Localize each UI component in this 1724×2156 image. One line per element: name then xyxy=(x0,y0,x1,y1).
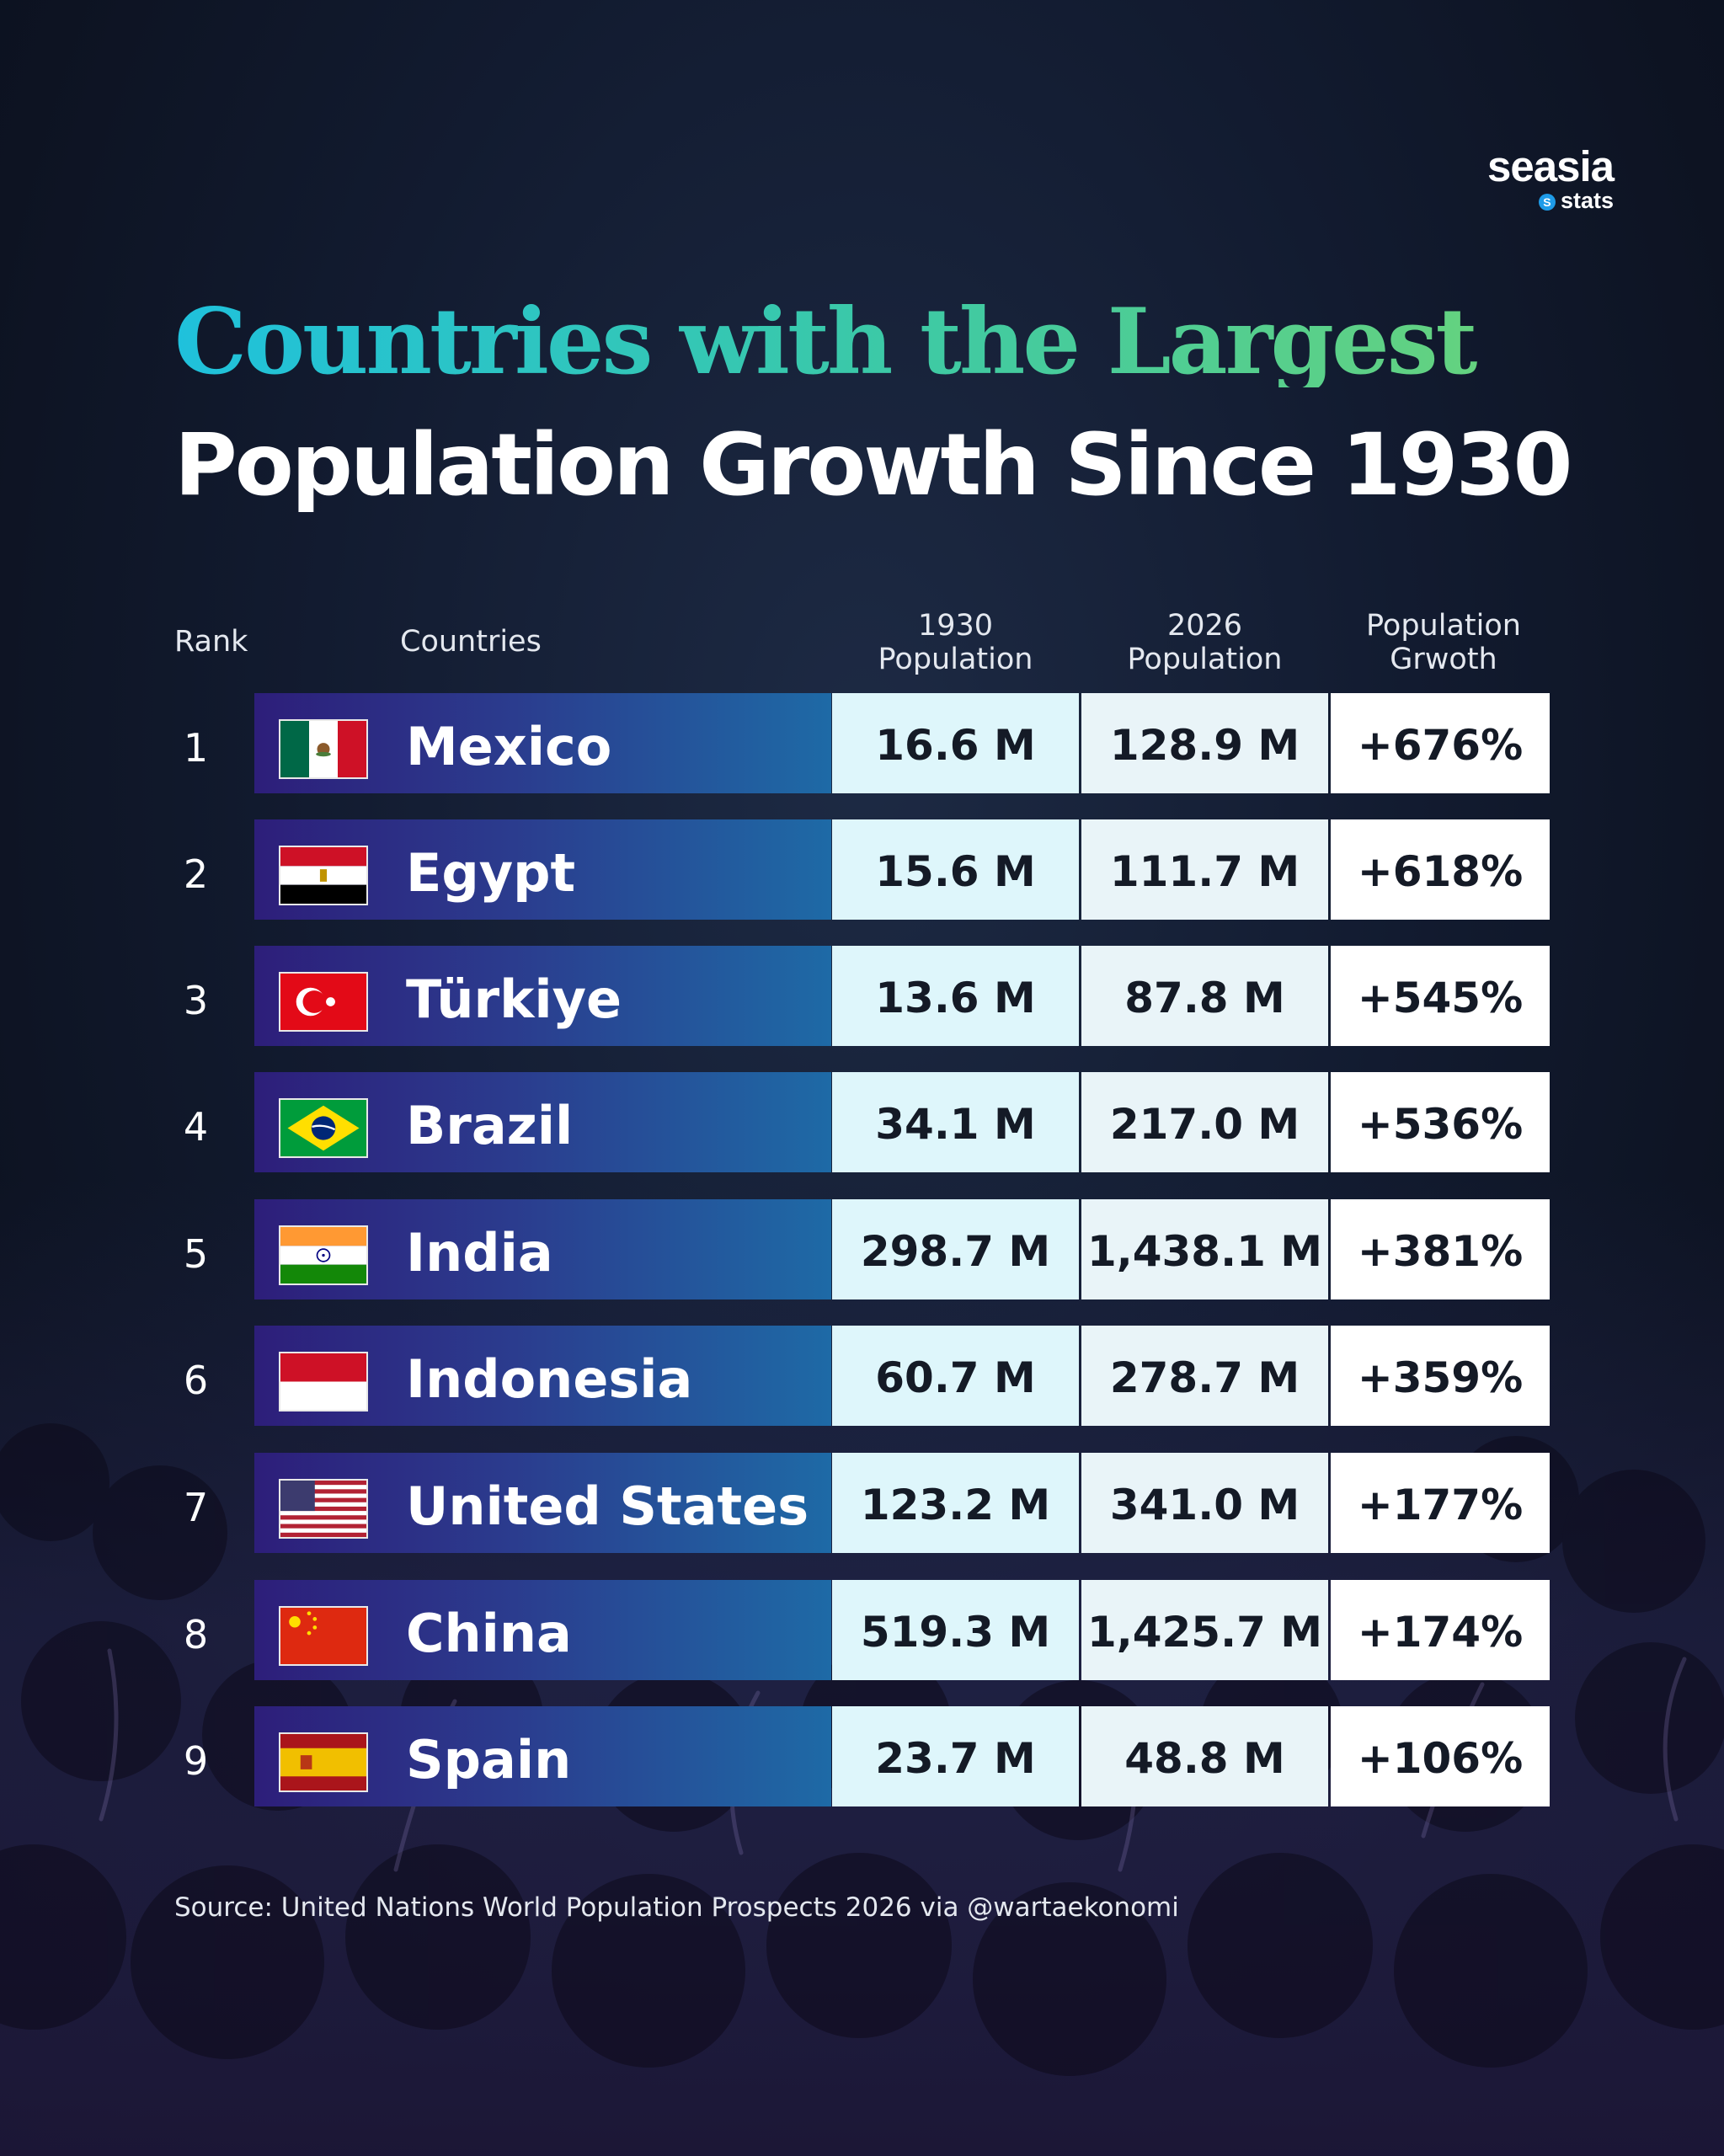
population-2026-cell: 87.8 M xyxy=(1081,946,1328,1046)
turkiye-flag-icon xyxy=(279,972,368,1032)
header-growth-line-1: Population xyxy=(1366,609,1521,643)
table-row: 2 Egypt 15.6 M 111.7 M +618% xyxy=(0,819,1724,920)
brazil-flag-icon xyxy=(279,1098,368,1158)
population-1930-cell: 15.6 M xyxy=(832,819,1079,920)
header-1930-population: 1930 Population xyxy=(832,609,1079,676)
population-2026-cell: 341.0 M xyxy=(1081,1453,1328,1553)
population-1930-cell: 60.7 M xyxy=(832,1326,1079,1426)
rank-number: 9 xyxy=(183,1738,209,1784)
table-row: 1 Mexico 16.6 M 128.9 M +676% xyxy=(0,693,1724,793)
population-1930-cell: 298.7 M xyxy=(832,1199,1079,1299)
population-2026-cell: 278.7 M xyxy=(1081,1326,1328,1426)
population-1930-cell: 23.7 M xyxy=(832,1706,1079,1806)
growth-cell: +618% xyxy=(1331,819,1550,920)
country-name: China xyxy=(406,1603,572,1664)
rank-number: 7 xyxy=(183,1485,209,1530)
brand-name: seasia xyxy=(1487,142,1615,190)
country-name: Brazil xyxy=(406,1095,574,1156)
header-2026-population: 2026 Population xyxy=(1081,609,1328,676)
header-1930-line-1: 1930 xyxy=(917,609,994,643)
country-name: Mexico xyxy=(406,716,612,777)
table-row: 6 Indonesia 60.7 M 278.7 M +359% xyxy=(0,1326,1724,1426)
source-note: Source: United Nations World Population … xyxy=(174,1892,1179,1923)
population-1930-cell: 16.6 M xyxy=(832,693,1079,793)
table-row: 5 India 298.7 M 1,438.1 M +381% xyxy=(0,1199,1724,1299)
growth-cell: +177% xyxy=(1331,1453,1550,1553)
growth-cell: +545% xyxy=(1331,946,1550,1046)
table-row: 9 Spain 23.7 M 48.8 M +106% xyxy=(0,1706,1724,1806)
header-countries: Countries xyxy=(400,625,542,659)
population-2026-cell: 128.9 M xyxy=(1081,693,1328,793)
growth-cell: +106% xyxy=(1331,1706,1550,1806)
indonesia-flag-icon xyxy=(279,1352,368,1412)
country-name: India xyxy=(406,1222,553,1283)
brand-dot-icon: S xyxy=(1538,194,1556,211)
header-rank: Rank xyxy=(174,625,248,659)
table-row: 4 Brazil 34.1 M 217.0 M +536% xyxy=(0,1072,1724,1172)
population-1930-cell: 123.2 M xyxy=(832,1453,1079,1553)
population-2026-cell: 217.0 M xyxy=(1081,1072,1328,1172)
rank-number: 6 xyxy=(183,1358,209,1403)
population-1930-cell: 13.6 M xyxy=(832,946,1079,1046)
country-name: Egypt xyxy=(406,842,576,904)
country-name: Indonesia xyxy=(406,1348,693,1410)
united-states-flag-icon xyxy=(279,1479,368,1539)
rank-number: 2 xyxy=(183,851,209,897)
mexico-flag-icon xyxy=(279,719,368,779)
population-2026-cell: 1,438.1 M xyxy=(1081,1199,1328,1299)
country-name: Türkiye xyxy=(406,969,622,1030)
title-line-2: Population Growth Since 1930 xyxy=(174,415,1572,515)
growth-cell: +536% xyxy=(1331,1072,1550,1172)
rank-number: 1 xyxy=(183,725,209,771)
header-population-growth: Population Grwoth xyxy=(1331,609,1556,676)
rank-number: 8 xyxy=(183,1612,209,1657)
population-2026-cell: 111.7 M xyxy=(1081,819,1328,920)
population-2026-cell: 1,425.7 M xyxy=(1081,1580,1328,1680)
rank-number: 3 xyxy=(183,978,209,1023)
china-flag-icon xyxy=(279,1606,368,1666)
header-growth-line-2: Grwoth xyxy=(1390,643,1497,676)
title-line-1: Countries with the Largest xyxy=(174,296,1606,387)
rank-number: 5 xyxy=(183,1231,209,1277)
growth-cell: +381% xyxy=(1331,1199,1550,1299)
population-2026-cell: 48.8 M xyxy=(1081,1706,1328,1806)
rank-number: 4 xyxy=(183,1104,209,1150)
header-1930-line-2: Population xyxy=(878,643,1033,676)
table-row: 8 China 519.3 M 1,425.7 M +174% xyxy=(0,1580,1724,1680)
growth-cell: +174% xyxy=(1331,1580,1550,1680)
growth-cell: +359% xyxy=(1331,1326,1550,1426)
spain-flag-icon xyxy=(279,1732,368,1792)
header-2026-line-2: Population xyxy=(1127,643,1283,676)
growth-cell: +676% xyxy=(1331,693,1550,793)
table-row: 3 Türkiye 13.6 M 87.8 M +545% xyxy=(0,946,1724,1046)
india-flag-icon xyxy=(279,1225,368,1285)
population-1930-cell: 34.1 M xyxy=(832,1072,1079,1172)
population-1930-cell: 519.3 M xyxy=(832,1580,1079,1680)
table-row: 7 United States 123.2 M 341.0 M +177% xyxy=(0,1453,1724,1553)
egypt-flag-icon xyxy=(279,846,368,905)
header-2026-line-1: 2026 xyxy=(1166,609,1243,643)
brand-sub-label: stats xyxy=(1560,188,1614,213)
country-name: Spain xyxy=(406,1729,572,1790)
country-name: United States xyxy=(406,1476,809,1537)
